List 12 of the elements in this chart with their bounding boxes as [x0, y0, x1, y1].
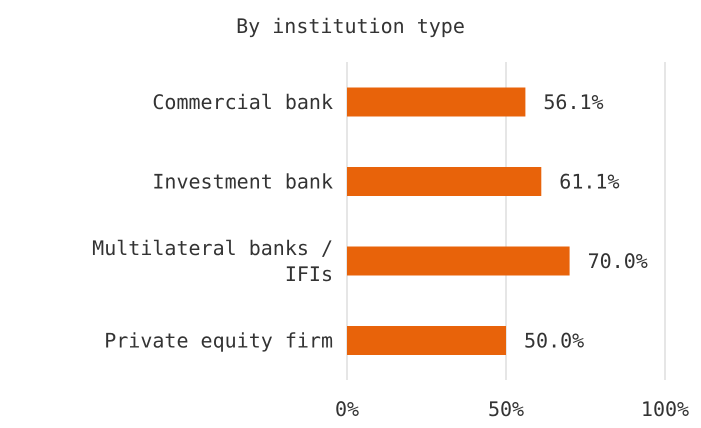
- data-label: 70.0%: [588, 248, 648, 273]
- y-tick-label: Investment bank: [152, 169, 333, 194]
- x-tick-label: 0%: [334, 397, 360, 422]
- y-tick-label: Multilateral banks / IFIs: [92, 236, 333, 286]
- x-tick-label: 100%: [640, 397, 690, 422]
- x-tick-label: 50%: [488, 397, 524, 422]
- chart-title: By institution type: [235, 14, 466, 38]
- data-label: 61.1%: [559, 169, 620, 194]
- y-tick-label: Commercial bank: [152, 90, 333, 114]
- y-tick-label: Private equity firm: [104, 328, 333, 352]
- data-label: 50.0%: [524, 328, 584, 352]
- data-label: 56.1%: [543, 90, 604, 114]
